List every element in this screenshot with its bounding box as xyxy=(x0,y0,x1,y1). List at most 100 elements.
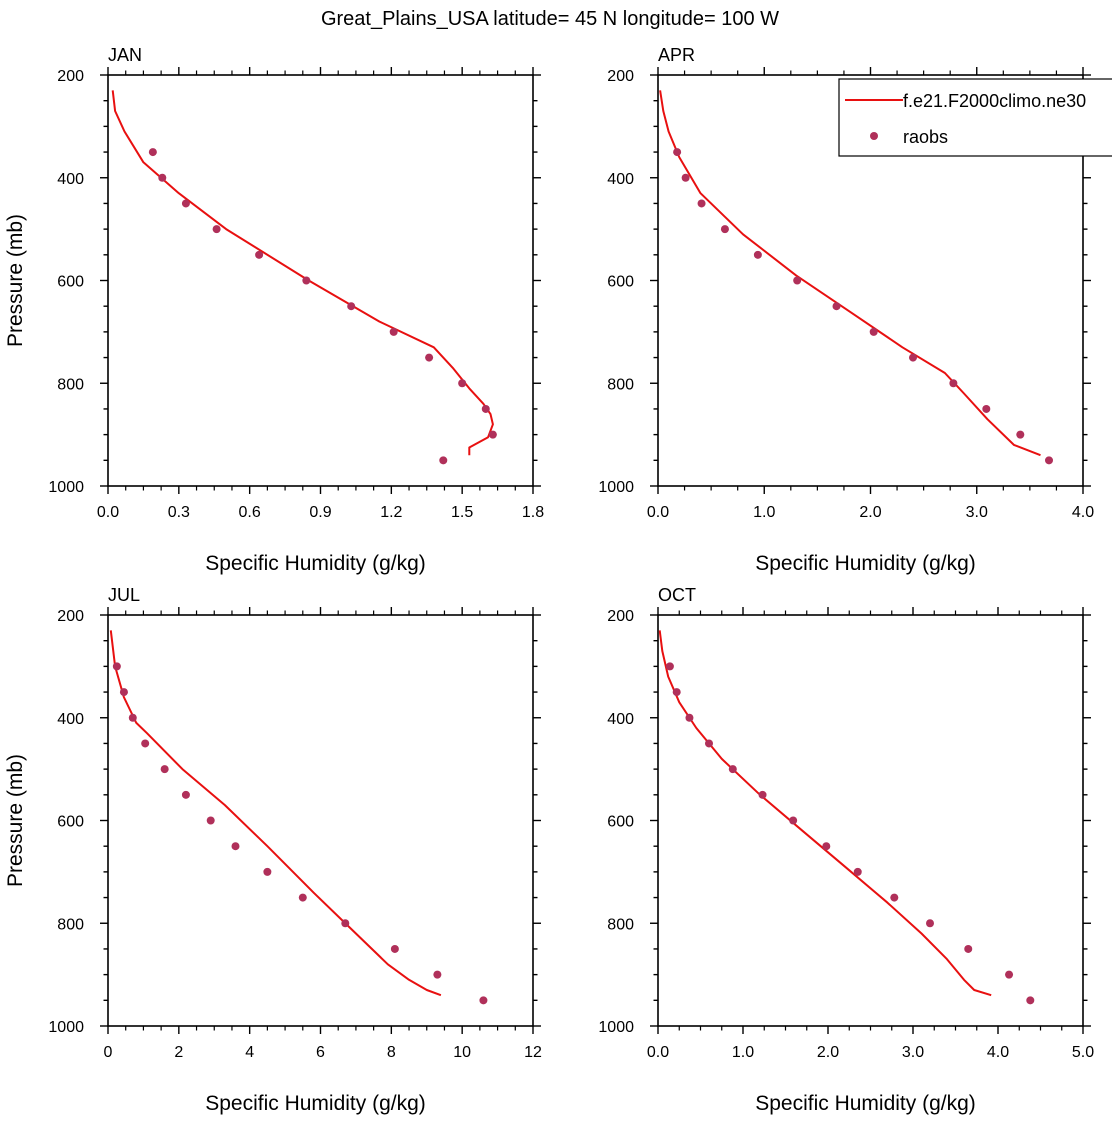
raobs-point xyxy=(890,893,899,902)
raobs-point xyxy=(298,893,307,902)
raobs-point xyxy=(141,739,150,748)
x-tick-label: 2.0 xyxy=(817,1044,839,1061)
raobs-point xyxy=(128,713,137,722)
panel-title: APR xyxy=(658,45,695,65)
raobs-point xyxy=(341,919,350,928)
x-axis-label: Specific Humidity (g/kg) xyxy=(755,1092,976,1115)
x-tick-label: 0.6 xyxy=(239,504,261,521)
raobs-point xyxy=(488,430,497,439)
x-tick-label: 1.5 xyxy=(451,504,473,521)
legend-box xyxy=(838,78,1112,157)
raobs-point xyxy=(789,816,798,825)
raobs-point xyxy=(822,842,831,851)
raobs-point xyxy=(158,173,167,182)
raobs-point xyxy=(665,662,674,671)
x-tick-label: 0.9 xyxy=(309,504,331,521)
raobs-point xyxy=(909,353,917,362)
raobs-point xyxy=(720,225,729,234)
y-tick-label: 600 xyxy=(57,274,84,291)
panel-apr: 200 400 600 800 1000 0.0 1.0 2.0 3.0 4.0 APR Specif… xyxy=(598,45,1094,575)
raobs-point xyxy=(255,250,264,259)
x-tick-label: 4.0 xyxy=(1072,504,1094,521)
y-tick-label: 800 xyxy=(607,376,634,393)
raobs-point xyxy=(832,302,841,311)
panel-oct: 200 400 600 800 1000 0.0 1.0 2.0 3.0 4.0 5.0 OCT Spe… xyxy=(598,585,1094,1115)
raobs-point xyxy=(753,250,762,259)
raobs-point xyxy=(1005,970,1014,979)
x-tick-label: 3.0 xyxy=(902,1044,924,1061)
y-tick-label: 800 xyxy=(607,916,634,933)
panel-title: OCT xyxy=(658,585,696,605)
raobs-point xyxy=(705,739,713,748)
legend: f.e21.F2000climo.ne30 raobs xyxy=(838,78,1112,157)
raobs-point xyxy=(212,225,221,234)
y-tick-label: 1000 xyxy=(48,479,84,496)
raobs-point xyxy=(673,148,682,157)
raobs-point xyxy=(758,790,767,799)
x-tick-label: 0.3 xyxy=(168,504,190,521)
y-tick-label: 400 xyxy=(607,711,634,728)
raobs-point xyxy=(181,790,190,799)
raobs-point xyxy=(1016,430,1025,439)
raobs-point xyxy=(982,404,991,413)
x-tick-label: 6 xyxy=(316,1044,325,1061)
raobs-point xyxy=(302,276,311,285)
x-tick-label: 1.8 xyxy=(522,504,544,521)
panel-title: JAN xyxy=(108,45,142,65)
y-tick-label: 600 xyxy=(607,274,634,291)
legend-model-label: f.e21.F2000climo.ne30 xyxy=(903,91,1086,111)
model-line xyxy=(111,90,494,456)
x-tick-label: 1.0 xyxy=(753,504,775,521)
raobs-point xyxy=(1045,456,1053,465)
x-tick-label: 0.0 xyxy=(647,504,669,521)
raobs-point xyxy=(390,944,399,953)
legend-dot-swatch xyxy=(870,132,878,140)
raobs-point xyxy=(681,173,690,182)
raobs-point xyxy=(481,404,490,413)
raobs-point xyxy=(347,302,356,311)
y-tick-label: 800 xyxy=(57,916,84,933)
y-tick-label: 200 xyxy=(57,608,84,625)
x-tick-label: 0.0 xyxy=(647,1044,669,1061)
panel-jan: 200 400 600 800 1000 0.0 0.3 0.6 0.9 1.2 1.5 1.8 JAN… xyxy=(4,45,544,575)
x-tick-label: 2.0 xyxy=(859,504,881,521)
x-axis-label: Specific Humidity (g/kg) xyxy=(205,552,426,575)
raobs-point xyxy=(112,662,121,671)
y-tick-label: 1000 xyxy=(48,1019,84,1036)
x-tick-label: 1.2 xyxy=(380,504,402,521)
plot-frame xyxy=(107,74,534,487)
y-tick-label: 400 xyxy=(57,711,84,728)
raobs-point xyxy=(964,944,973,953)
model-line xyxy=(109,630,442,997)
panel-jul: 200 400 600 800 1000 0 2 4 6 8 10 12 JUL Specific Hum… xyxy=(4,585,542,1115)
x-axis-label: Specific Humidity (g/kg) xyxy=(755,552,976,575)
x-tick-label: 1.0 xyxy=(732,1044,754,1061)
x-axis-label: Specific Humidity (g/kg) xyxy=(205,1092,426,1115)
x-tick-label: 8 xyxy=(387,1044,396,1061)
plot-frame xyxy=(107,614,534,1027)
raobs-point xyxy=(672,688,681,697)
y-tick-label: 200 xyxy=(607,608,634,625)
raobs-point xyxy=(425,353,434,362)
panel-title: JUL xyxy=(108,585,140,605)
raobs-point xyxy=(439,456,448,465)
y-tick-label: 400 xyxy=(57,171,84,188)
raobs-point xyxy=(926,919,934,928)
model-line xyxy=(658,630,992,997)
legend-obs-label: raobs xyxy=(903,127,948,147)
x-tick-label: 5.0 xyxy=(1072,1044,1094,1061)
y-tick-label: 1000 xyxy=(598,479,634,496)
y-tick-label: 800 xyxy=(57,376,84,393)
raobs-point xyxy=(793,276,802,285)
raobs-point xyxy=(479,996,488,1005)
y-axis-label: Pressure (mb) xyxy=(4,214,27,347)
raobs-point xyxy=(458,379,467,388)
model-line xyxy=(659,90,1041,457)
x-tick-label: 10 xyxy=(453,1044,471,1061)
x-tick-label: 4.0 xyxy=(987,1044,1009,1061)
raobs-point xyxy=(231,842,240,851)
x-tick-label: 4 xyxy=(245,1044,254,1061)
y-tick-label: 1000 xyxy=(598,1019,634,1036)
raobs-point xyxy=(1026,996,1035,1005)
raobs-point xyxy=(389,327,398,336)
